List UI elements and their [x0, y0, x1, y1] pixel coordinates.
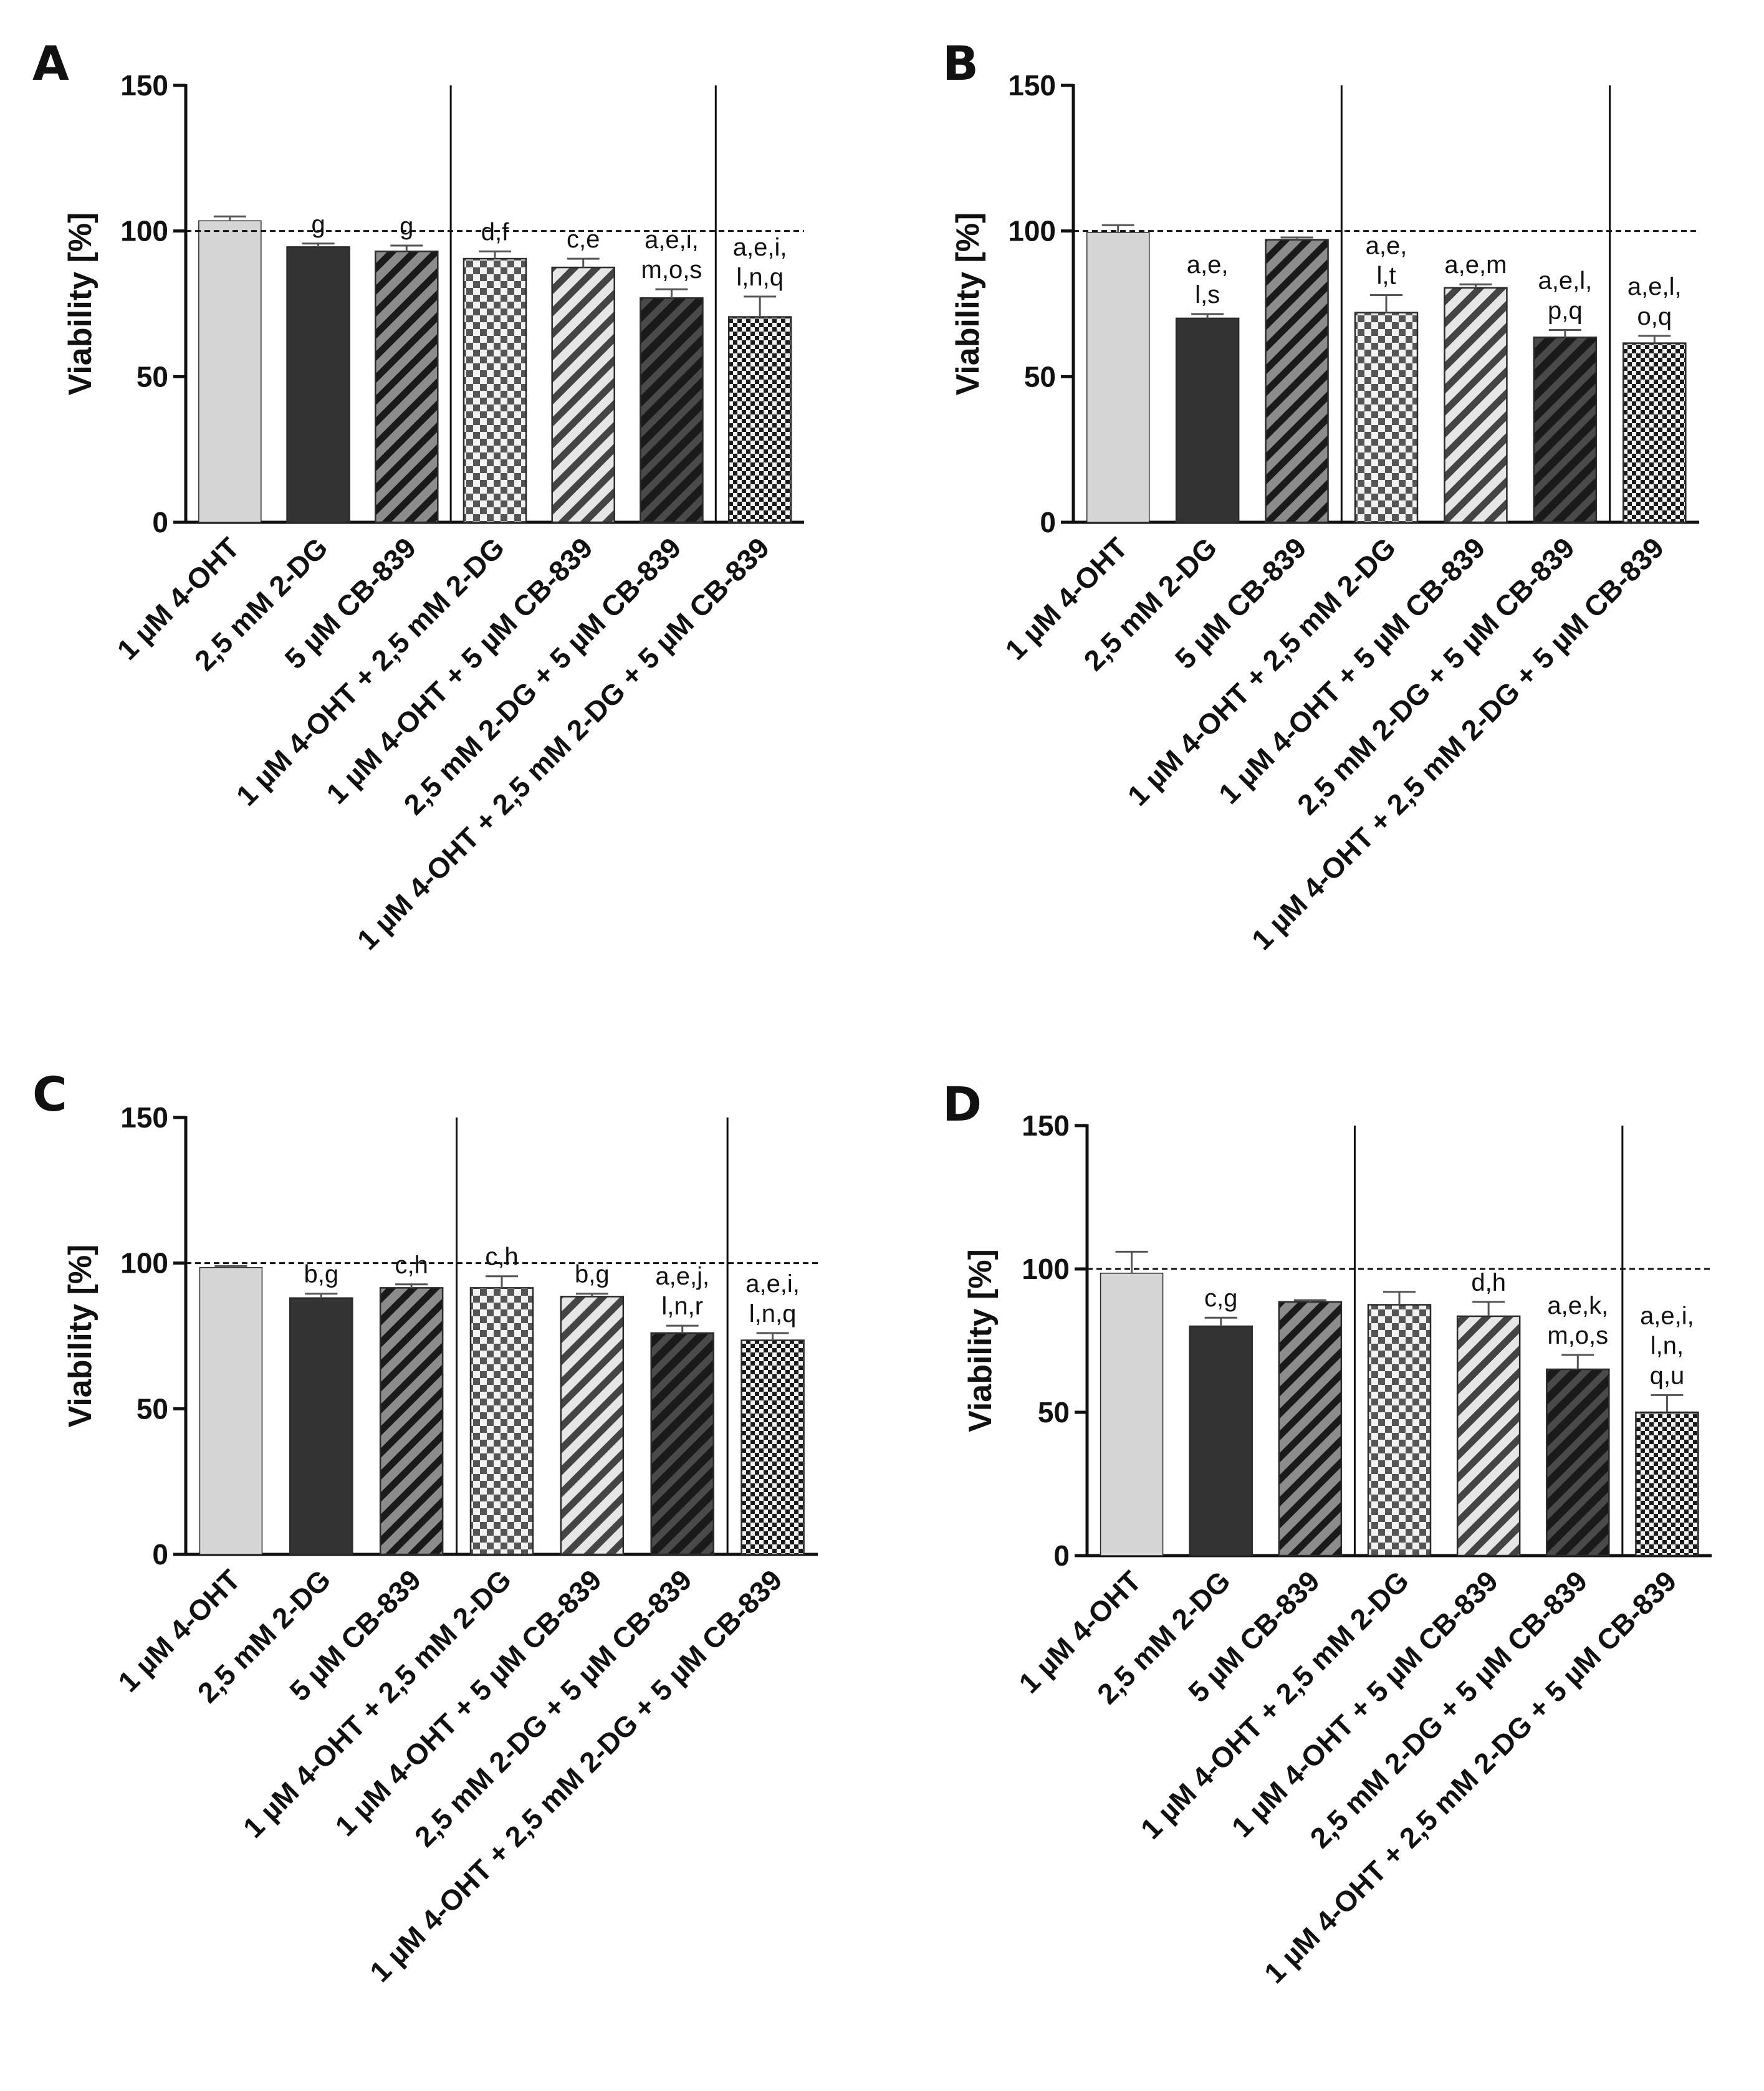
y-axis-label: Viability [%] [950, 213, 986, 396]
bar [560, 1296, 625, 1556]
category-label: 1 µM 4-OHT + 2,5 mM 2-DG + 5 µM CB-839 [1245, 531, 1671, 956]
y-axis-label: Viability [%] [62, 213, 98, 396]
significance-label: g [311, 211, 325, 238]
panel-letter: A [32, 36, 69, 91]
bar [1623, 342, 1687, 524]
significance-label: m,o,s [641, 256, 702, 284]
bar [375, 251, 439, 524]
significance-label: a,e, [1187, 251, 1229, 279]
bar [551, 266, 615, 524]
bar [1278, 1301, 1343, 1557]
significance-label: c,h [395, 1251, 428, 1279]
significance-label: p,q [1548, 297, 1583, 325]
significance-label: l,n, [1651, 1332, 1684, 1359]
y-tick-label: 100 [120, 215, 168, 247]
y-tick-label: 150 [1008, 69, 1056, 102]
bar [1456, 1315, 1521, 1557]
significance-label: q,u [1650, 1362, 1685, 1389]
significance-label: c,e [567, 226, 600, 253]
y-tick-label: 50 [1038, 1396, 1070, 1428]
y-tick-label: 50 [137, 360, 168, 393]
significance-label: g [400, 213, 413, 240]
bar [640, 297, 704, 524]
y-tick-label: 100 [1022, 1253, 1070, 1285]
bar [1444, 287, 1508, 524]
y-tick-label: 50 [1024, 360, 1056, 393]
significance-label: a,e,l, [1627, 273, 1682, 300]
significance-label: b,g [575, 1261, 610, 1288]
bar [1546, 1368, 1610, 1557]
bar [198, 220, 262, 523]
bar [1086, 232, 1150, 523]
significance-label: l,n,q [736, 264, 784, 291]
bar [1265, 239, 1329, 524]
bar [741, 1339, 805, 1556]
significance-label: m,o,s [1547, 1322, 1608, 1349]
bar [286, 246, 350, 524]
bar [199, 1266, 263, 1555]
y-tick-label: 50 [137, 1392, 168, 1425]
bar [1367, 1304, 1432, 1557]
bar [463, 257, 527, 524]
y-tick-label: 150 [1022, 1109, 1070, 1142]
significance-label: c,g [1204, 1285, 1237, 1312]
y-tick-label: 100 [1008, 215, 1056, 247]
bar [727, 316, 792, 524]
significance-label: l,t [1376, 262, 1396, 289]
significance-label: l,n,q [749, 1300, 797, 1328]
panel-letter: D [942, 1076, 982, 1132]
bar [1189, 1325, 1253, 1557]
category-label: 1 µM 4-OHT + 2,5 mM 2-DG + 5 µM CB-839 [351, 531, 776, 956]
panel-letter: B [942, 36, 979, 91]
bar [1100, 1273, 1164, 1556]
bar [1354, 312, 1419, 524]
category-label: 1 µM 4-OHT + 2,5 mM 2-DG + 5 µM CB-839 [1258, 1564, 1683, 1989]
significance-label: a,e,i, [1640, 1302, 1694, 1329]
significance-label: a,e,i, [645, 226, 699, 254]
significance-label: l,s [1195, 281, 1220, 309]
significance-label: d,f [481, 218, 509, 246]
significance-label: a,e,i, [733, 234, 787, 261]
significance-label: a,e, [1366, 232, 1407, 259]
significance-label: a,e,m [1444, 251, 1507, 279]
y-tick-label: 0 [152, 506, 168, 538]
bar [650, 1332, 714, 1556]
bar [469, 1287, 534, 1556]
significance-label: a,e,i, [745, 1270, 800, 1298]
bar [379, 1287, 444, 1556]
significance-label: d,h [1471, 1269, 1506, 1296]
category-label: 1 µM 4-OHT + 2,5 mM 2-DG + 5 µM CB-839 [363, 1563, 789, 1988]
y-tick-label: 150 [120, 1101, 168, 1134]
y-axis-label: Viability [%] [62, 1245, 98, 1428]
significance-label: c,h [485, 1243, 518, 1271]
bar [1533, 336, 1598, 524]
bar [1175, 317, 1240, 524]
y-axis-label: Viability [%] [962, 1249, 999, 1432]
significance-label: a,e,l, [1538, 267, 1592, 295]
y-tick-label: 150 [120, 69, 168, 102]
significance-label: o,q [1637, 303, 1672, 330]
significance-label: a,e,j, [655, 1263, 709, 1290]
significance-label: a,e,k, [1547, 1292, 1608, 1319]
y-tick-label: 0 [1040, 506, 1056, 538]
bar [1635, 1411, 1699, 1557]
significance-label: b,g [304, 1261, 338, 1288]
significance-label: l,n,r [661, 1293, 703, 1320]
y-tick-label: 0 [1053, 1539, 1070, 1572]
y-tick-label: 0 [152, 1538, 168, 1571]
bar [289, 1297, 353, 1556]
panel-letter: C [32, 1066, 67, 1122]
y-tick-label: 100 [120, 1247, 168, 1280]
